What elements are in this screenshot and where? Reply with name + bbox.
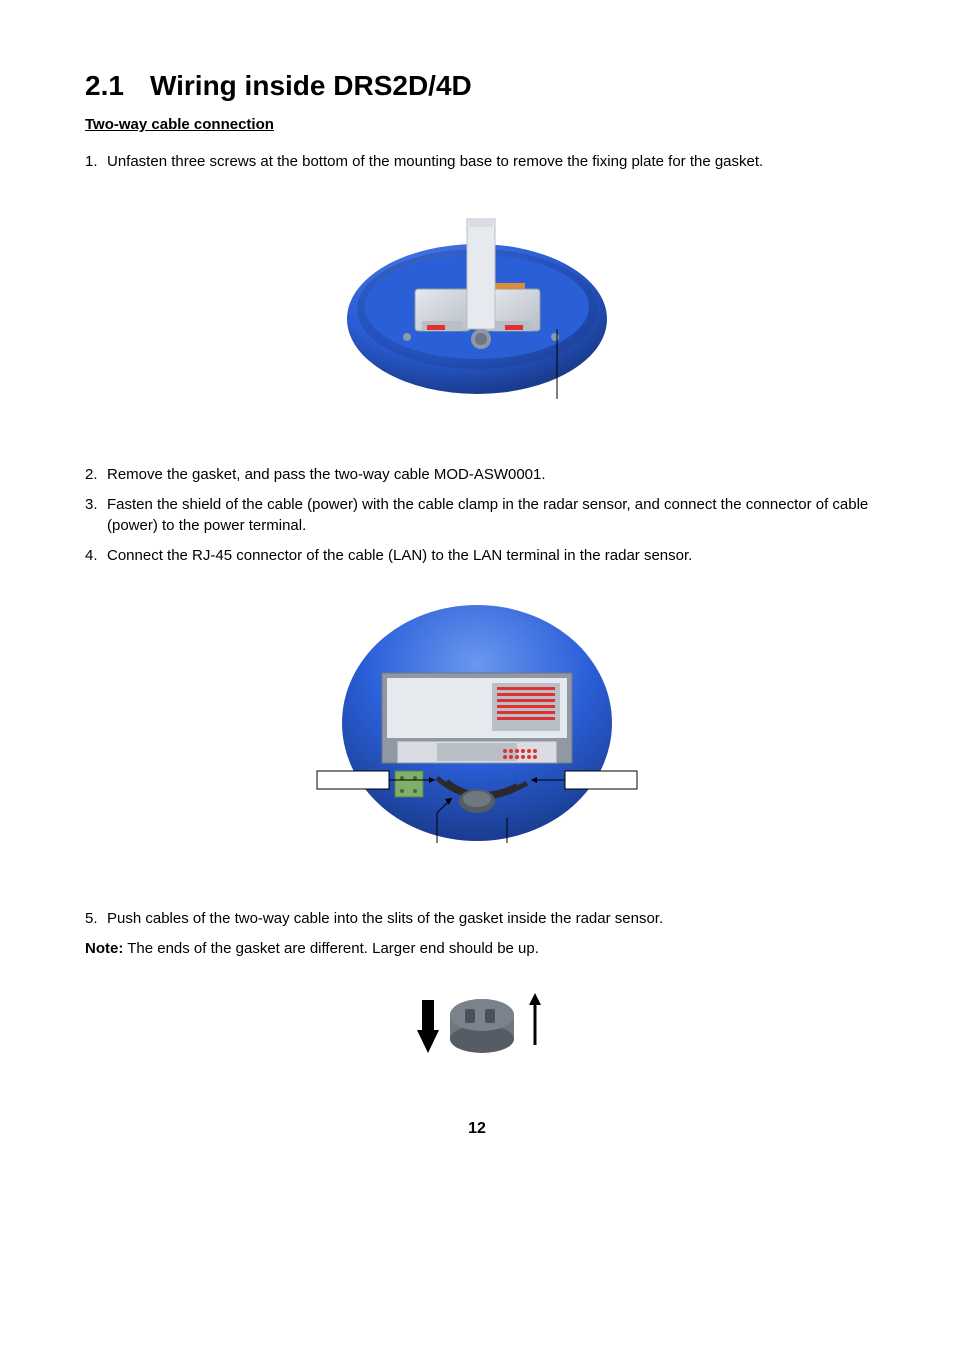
step-number: 2. (85, 464, 98, 486)
subsection-heading: Two-way cable connection (85, 116, 869, 133)
step-text: Remove the gasket, and pass the two-way … (107, 466, 546, 483)
note-text: The ends of the gasket are different. La… (123, 940, 539, 957)
step-item: 3. Fasten the shield of the cable (power… (85, 494, 869, 538)
step-number: 1. (85, 151, 98, 173)
page-number: 12 (85, 1120, 869, 1138)
step-text: Connect the RJ-45 connector of the cable… (107, 547, 692, 564)
step-text: Fasten the shield of the cable (power) w… (107, 496, 868, 535)
step-number: 4. (85, 545, 98, 567)
step-item: 2. Remove the gasket, and pass the two-w… (85, 464, 869, 486)
step-text: Push cables of the two-way cable into th… (107, 910, 663, 927)
step-number: 5. (85, 908, 98, 930)
step-text: Unfasten three screws at the bottom of t… (107, 153, 763, 170)
step-item: 5. Push cables of the two-way cable into… (85, 908, 869, 930)
note-label: Note: (85, 940, 123, 957)
figure-gasket-orientation (85, 975, 869, 1080)
figure-radar-base-front (85, 583, 869, 868)
section-title: 2.1 Wiring inside DRS2D/4D (85, 70, 869, 102)
section-number: 2.1 (85, 70, 124, 101)
figure-radar-base-top (85, 189, 869, 424)
note-line: Note: The ends of the gasket are differe… (85, 938, 869, 960)
step-item: 4. Connect the RJ-45 connector of the ca… (85, 545, 869, 567)
step-number: 3. (85, 494, 98, 516)
section-heading-text: Wiring inside DRS2D/4D (150, 70, 472, 101)
step-item: 1. Unfasten three screws at the bottom o… (85, 151, 869, 173)
